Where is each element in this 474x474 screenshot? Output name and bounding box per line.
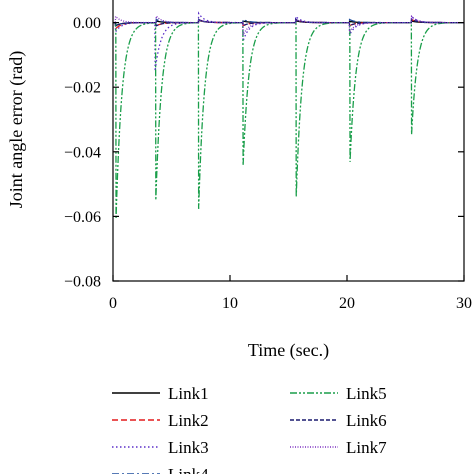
plot-frame [112,0,465,282]
legend: Link1 Link2 Link3 Link4 Link5 Link6 Link7 [112,384,387,474]
legend-label-link6: Link6 [346,411,387,430]
series-line-link4 [113,18,464,27]
y-tick-label: −0.02 [64,80,101,97]
legend-label-link5: Link5 [346,384,387,403]
x-tick-label: 20 [339,295,355,312]
y-tick-label: −0.08 [64,274,101,291]
series-line-link6 [113,18,464,27]
legend-label-link2: Link2 [168,411,209,430]
y-tick-label: −0.06 [64,209,101,226]
legend-label-link1: Link1 [168,384,209,403]
series-line-link5 [113,21,464,219]
x-tick-label: 30 [456,295,472,312]
axis-ticks: −0.08−0.06−0.04−0.020.000.020102030 [64,15,472,312]
legend-label-link7: Link7 [346,438,387,457]
x-tick-label: 10 [222,295,238,312]
y-tick-label: −0.04 [64,144,101,161]
series-lines [113,11,464,219]
legend-label-link3: Link3 [168,438,209,457]
x-axis-label: Time (sec.) [248,340,329,361]
x-tick-label: 0 [109,295,117,312]
legend-label-link4: Link4 [168,465,209,474]
y-axis-label: Joint angle error (rad) [6,51,27,208]
y-tick-label: 0.00 [73,15,101,32]
